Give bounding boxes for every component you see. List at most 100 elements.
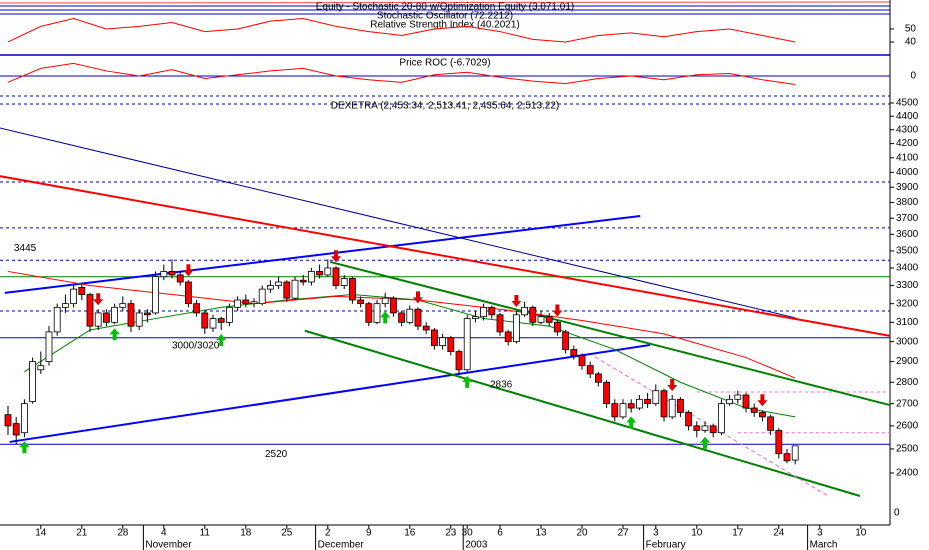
x-tick-label: 20 <box>576 528 588 539</box>
candle-body <box>119 303 127 308</box>
x-tick-label: 13 <box>535 528 547 539</box>
candle-body <box>340 278 348 286</box>
x-tick-label: 21 <box>76 528 88 539</box>
y-tick-label: 2900 <box>896 356 919 367</box>
candle-body <box>775 430 783 455</box>
rsi-title: Relative Strength Index (40.2021) <box>370 20 520 31</box>
buy-arrow <box>216 333 227 346</box>
y-tick-label: 3200 <box>896 298 919 309</box>
x-tick-label: 10 <box>691 528 703 539</box>
candle-body <box>406 308 414 323</box>
candle-body <box>4 414 12 427</box>
candle-body <box>70 288 77 305</box>
candle-body <box>234 299 242 308</box>
trend-line <box>4 214 641 294</box>
candle-body <box>160 271 168 278</box>
candle-body <box>595 373 602 383</box>
month-label: March <box>810 540 838 550</box>
x-tick-label: 28 <box>117 528 129 539</box>
candle-body <box>611 403 619 418</box>
candle-body <box>430 329 438 346</box>
low-note: 2836 <box>490 379 513 390</box>
y-tick-label: 2400 <box>896 468 919 479</box>
candle-body <box>652 390 660 405</box>
candle-body <box>701 425 709 431</box>
y-tick-label: 0 <box>910 71 916 82</box>
month-label: December <box>318 540 365 550</box>
trend-line <box>0 127 796 319</box>
candle-body <box>225 306 233 323</box>
x-tick-label: 27 <box>617 528 629 539</box>
candle-body <box>504 331 512 343</box>
y-tick-label: 3600 <box>896 229 919 240</box>
y-tick-label: 4200 <box>896 138 919 149</box>
x-tick-label: 25 <box>281 528 293 539</box>
candle-body <box>619 403 627 418</box>
candle-body <box>521 306 528 316</box>
candle-body <box>496 314 504 333</box>
month-label: November <box>145 540 192 550</box>
equity-title: Equity - Stochastic 20-80 w/Optimization… <box>316 2 574 13</box>
x-tick-label: 11 <box>200 528 211 539</box>
candle-body <box>767 416 774 431</box>
candle-body <box>562 331 569 350</box>
candle-body <box>53 306 61 333</box>
y-tick-label: 4000 <box>896 167 919 178</box>
candle-body <box>275 281 283 286</box>
candle-body <box>545 316 553 323</box>
x-tick-label: 10 <box>855 528 867 539</box>
candle-body <box>603 381 610 405</box>
x-tick-label: 4 <box>161 528 167 539</box>
candle-body <box>201 312 209 329</box>
candle-body <box>111 306 118 323</box>
sell-arrow <box>667 378 678 391</box>
candle-body <box>693 425 701 431</box>
candle-body <box>62 303 69 308</box>
candle-body <box>152 276 160 314</box>
candle-body <box>37 365 45 371</box>
candle-body <box>258 288 266 305</box>
candle-body <box>537 316 545 323</box>
buy-arrow <box>700 436 710 449</box>
candle-body <box>29 361 37 402</box>
candle-body <box>685 412 692 427</box>
sell-arrow <box>413 291 423 304</box>
candle-body <box>299 279 307 283</box>
y-tick-label: 3300 <box>896 280 919 291</box>
y-tick-label: 3000 <box>896 336 919 347</box>
month-label: February <box>646 540 686 550</box>
y-tick-label: 4500 <box>896 98 919 109</box>
candle-body <box>184 281 192 305</box>
candle-body <box>742 394 750 409</box>
candle-body <box>513 314 520 343</box>
candle-body <box>365 303 373 323</box>
x-tick-label: 2 <box>325 528 331 539</box>
y-tick-label: 2600 <box>896 421 919 432</box>
y-tick-label: 3100 <box>896 317 919 328</box>
sell-arrow <box>757 394 768 407</box>
candle-body <box>266 285 274 290</box>
month-label: 2003 <box>465 540 488 550</box>
candle-body <box>750 407 758 413</box>
y-tick-label: 3700 <box>896 213 919 224</box>
candle-body <box>168 271 176 276</box>
y-tick-label: 3900 <box>896 182 919 193</box>
x-tick-label: 9 <box>366 528 372 539</box>
candle-body <box>193 303 201 314</box>
candle-body <box>373 303 381 323</box>
candle-body <box>217 318 225 323</box>
x-tick-label: 6 <box>497 528 503 539</box>
y-tick-label: 4300 <box>896 124 919 135</box>
candle-body <box>12 423 20 436</box>
candle-body <box>103 312 110 323</box>
x-tick-label: 17 <box>732 528 744 539</box>
candle-body <box>127 303 135 327</box>
candle-body <box>586 365 594 375</box>
candle-body <box>283 281 291 299</box>
candle-body <box>554 321 561 333</box>
candle-body <box>316 271 324 276</box>
candle-body <box>381 297 389 305</box>
x-tick-label: 18 <box>240 528 252 539</box>
